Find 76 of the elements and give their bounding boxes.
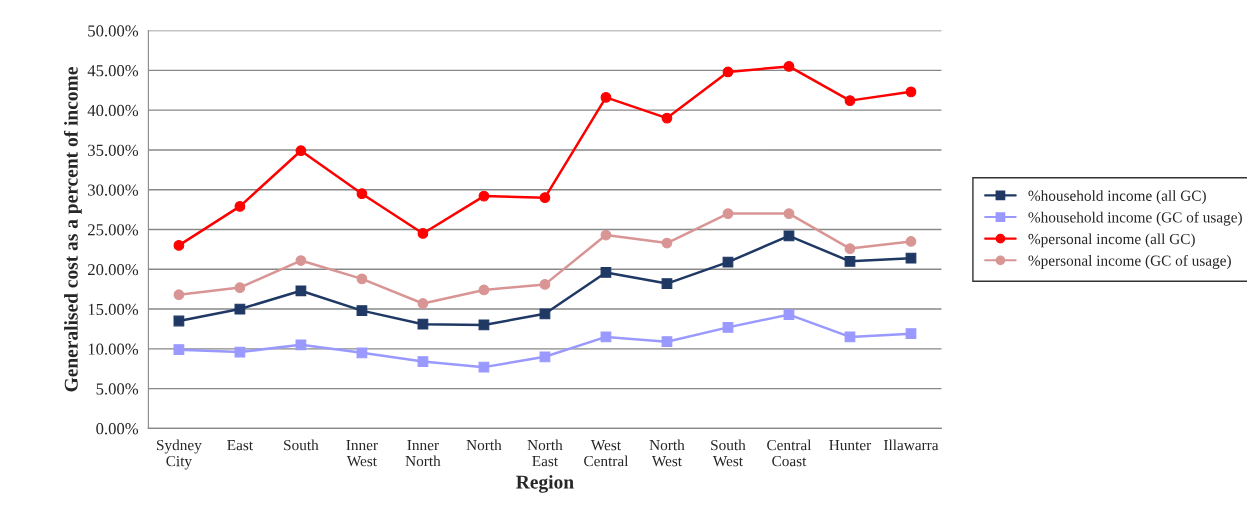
- point: [234, 201, 246, 212]
- point: [844, 95, 856, 106]
- point: [722, 66, 734, 78]
- point: [600, 92, 612, 103]
- point: [783, 309, 795, 321]
- point: [661, 112, 673, 124]
- point: [356, 347, 368, 359]
- legend-label: %household income (all GC): [1028, 190, 1206, 204]
- point: [600, 229, 612, 241]
- x-tick-label: Inner West: [346, 440, 378, 467]
- point: [661, 336, 673, 348]
- y-tick-label: 0.00%: [96, 423, 139, 435]
- point: [783, 61, 795, 72]
- y-tick-label: 35.00%: [88, 144, 139, 156]
- point: [722, 208, 734, 219]
- y-tick-label: 5.00%: [96, 383, 139, 395]
- point: [417, 356, 429, 367]
- point: [600, 267, 612, 278]
- point: [905, 328, 917, 340]
- legend-label: %household income (GC of usage): [1028, 211, 1242, 226]
- x-tick-label: North West: [649, 439, 685, 467]
- y-tick-label: 30.00%: [88, 184, 139, 196]
- point: [417, 228, 429, 239]
- x-tick-label: North: [466, 439, 502, 451]
- x-tick-label: Inner North: [405, 440, 441, 467]
- point: [295, 255, 307, 266]
- point: [295, 339, 307, 351]
- point: [539, 192, 551, 204]
- point: [356, 273, 368, 285]
- point: [905, 252, 917, 264]
- point: [844, 255, 856, 267]
- point: [905, 86, 917, 98]
- y-tick-label: 20.00%: [88, 263, 139, 276]
- point: [173, 344, 185, 356]
- point: [478, 284, 490, 296]
- y-axis-title: Generalised cost as a percent of income: [63, 67, 82, 392]
- y-tick-label: 25.00%: [88, 224, 139, 236]
- x-axis-title: Region: [516, 474, 574, 493]
- point: [539, 351, 551, 363]
- point: [356, 305, 368, 317]
- point: [234, 282, 246, 293]
- point: [539, 279, 551, 290]
- point: [783, 230, 795, 242]
- y-tick-label: 45.00%: [87, 65, 139, 77]
- y-tick-label: 10.00%: [88, 343, 139, 355]
- point: [295, 285, 307, 297]
- point: [661, 237, 673, 249]
- x-tick-label: Hunter: [829, 440, 872, 451]
- point: [417, 318, 429, 330]
- point: [356, 188, 368, 200]
- point: [661, 278, 673, 289]
- point: [295, 145, 307, 157]
- point: [539, 308, 551, 320]
- point: [722, 321, 734, 333]
- x-tick-label: East: [227, 440, 253, 451]
- point: [905, 236, 917, 247]
- x-tick-label: Illawarra: [883, 439, 939, 451]
- legend-label: %personal income (GC of usage): [1028, 254, 1231, 269]
- point: [722, 256, 734, 268]
- point: [417, 298, 429, 309]
- point: [173, 289, 185, 301]
- point: [478, 190, 490, 202]
- y-tick-label: 50.00%: [88, 25, 139, 37]
- x-tick-label: South: [284, 439, 319, 451]
- point: [844, 243, 856, 254]
- point: [783, 208, 795, 219]
- point: [478, 361, 490, 373]
- y-tick-label: 15.00%: [88, 303, 139, 316]
- x-tick-label: West Central: [584, 440, 629, 467]
- x-tick-label: Central Coast: [767, 439, 812, 467]
- x-tick-label: Sydney City: [157, 439, 202, 470]
- legend-label: %personal income (all GC): [1028, 233, 1195, 248]
- point: [173, 240, 185, 251]
- x-tick-label: South West: [711, 439, 746, 467]
- x-tick-label: North East: [527, 439, 563, 467]
- y-tick-label: 40.00%: [87, 104, 139, 117]
